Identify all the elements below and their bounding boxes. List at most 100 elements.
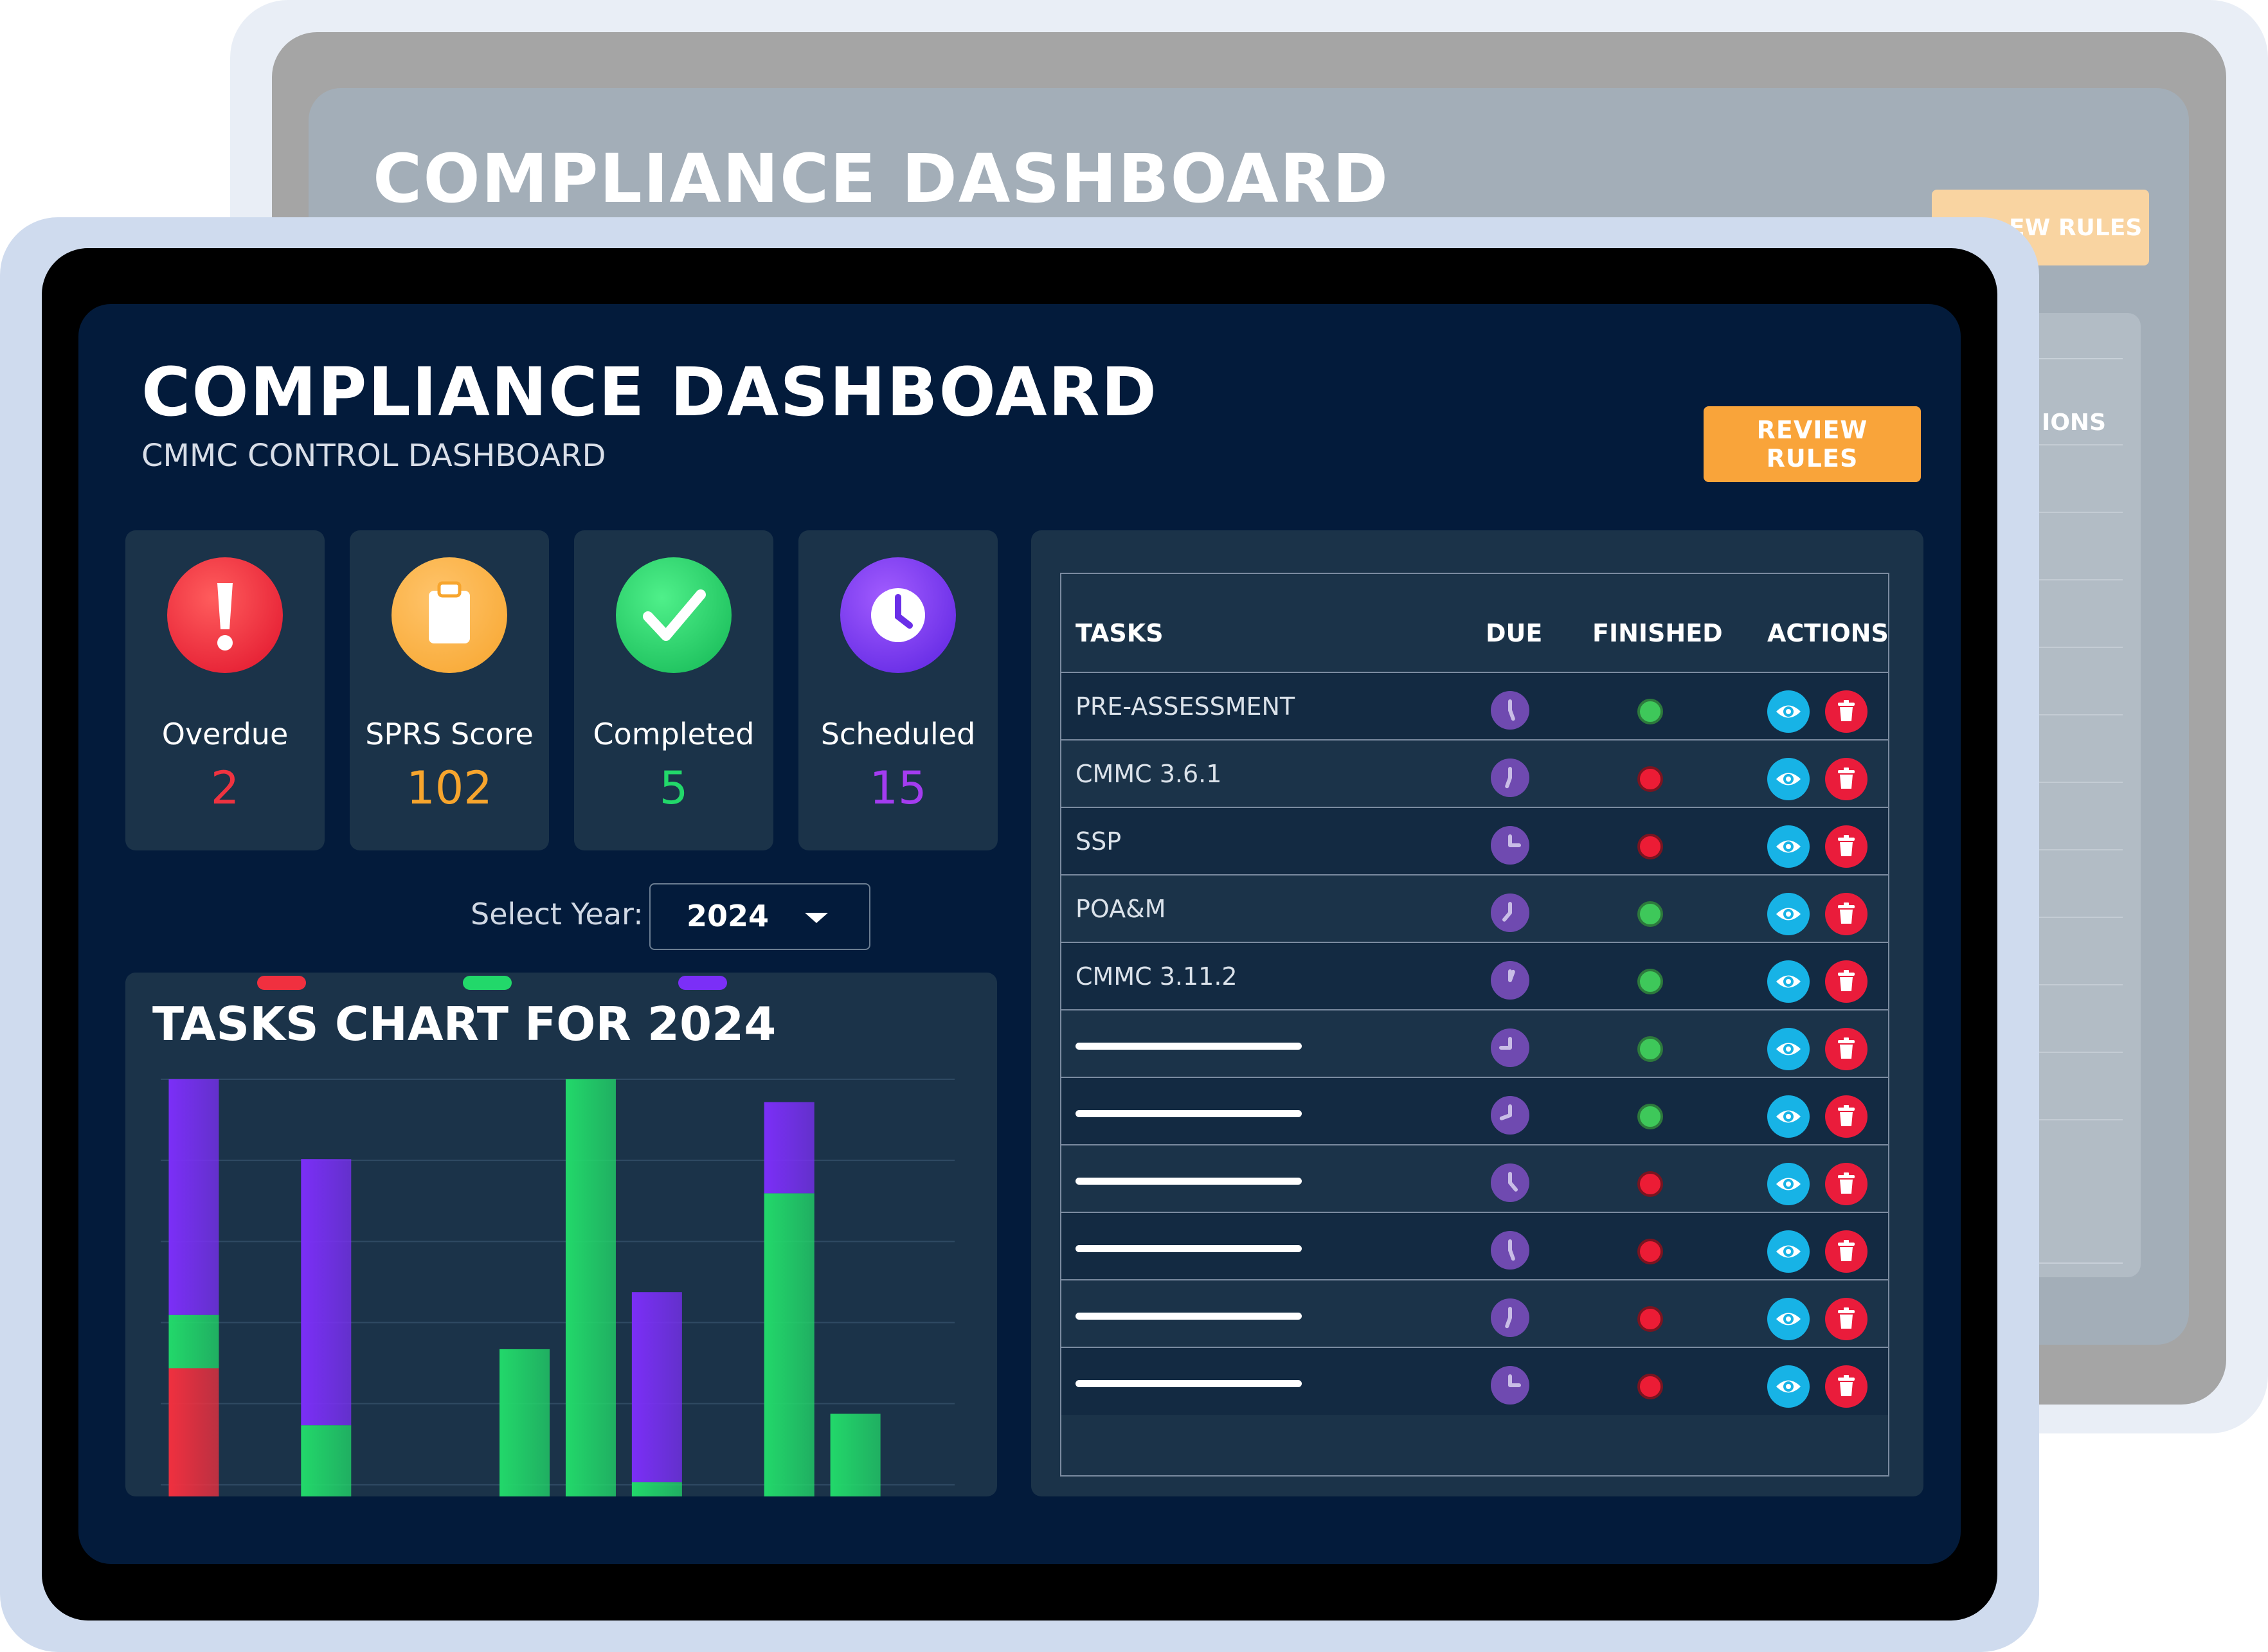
legend-swatch-completed (463, 976, 512, 990)
trash-icon[interactable] (1825, 1028, 1868, 1070)
task-name-placeholder (1076, 1245, 1302, 1252)
stat-card-completed: Completed 5 (574, 530, 773, 850)
eye-icon[interactable] (1767, 1298, 1810, 1340)
chart-bar-completed-nov (830, 1414, 881, 1496)
eye-icon[interactable] (1767, 1163, 1810, 1205)
table-row (1061, 1077, 1888, 1145)
review-rules-button[interactable]: REVIEW RULES (1704, 406, 1921, 482)
table-row (1061, 1009, 1888, 1077)
stat-label: Overdue (161, 717, 289, 751)
eye-icon[interactable] (1767, 825, 1810, 868)
stat-value: 2 (210, 762, 240, 814)
page-subtitle: CMMC CONTROL DASHBOARD (141, 438, 606, 474)
status-unfinished-indicator (1637, 834, 1663, 859)
stat-label: SPRS Score (365, 717, 534, 751)
stat-value: 102 (406, 762, 492, 814)
task-name: POA&M (1076, 895, 1166, 923)
chart-title: TASKS CHART FOR 2024 (152, 997, 777, 1051)
chart-bar-completed-jan (168, 1315, 219, 1369)
task-name-placeholder (1076, 1380, 1302, 1387)
select-year-label: Select Year: (471, 897, 644, 931)
clock-icon (1491, 759, 1529, 797)
clock-icon (1491, 893, 1529, 932)
trash-icon[interactable] (1825, 1230, 1868, 1273)
tasks-chart: JanFebMarAprMayJunJulAugSepOctNovDec (161, 976, 955, 1496)
trash-icon[interactable] (1825, 1365, 1868, 1408)
background-actions-header: IONS (2041, 409, 2106, 436)
status-unfinished-indicator (1637, 1239, 1663, 1264)
table-row: SSP (1061, 807, 1888, 875)
page-title: COMPLIANCE DASHBOARD (141, 353, 1158, 431)
clock-icon (1491, 1028, 1529, 1067)
stat-label: Scheduled (820, 717, 976, 751)
table-row (1061, 1279, 1888, 1347)
chart-bar-scheduled-mar (301, 1159, 352, 1426)
tasks-chart-panel: TASKS CHART FOR 2024 JanFebMarAprMayJunJ… (125, 973, 997, 1496)
stat-value: 5 (659, 762, 688, 814)
eye-icon[interactable] (1767, 1365, 1810, 1408)
stat-label: Completed (593, 717, 755, 751)
task-name: SSP (1076, 827, 1122, 856)
checkmark-icon (616, 557, 732, 673)
legend-swatch-scheduled (678, 976, 727, 990)
stat-value: 15 (869, 762, 927, 814)
table-row (1061, 1212, 1888, 1280)
trash-icon[interactable] (1825, 690, 1868, 733)
status-finished-indicator (1637, 1104, 1663, 1129)
trash-icon[interactable] (1825, 893, 1868, 935)
chart-bar-completed-aug (631, 1482, 682, 1496)
clipboard-icon (392, 557, 507, 673)
task-name: CMMC 3.6.1 (1076, 760, 1222, 788)
exclamation-icon (167, 557, 283, 673)
chart-bar-completed-jul (565, 1079, 616, 1496)
status-unfinished-indicator (1637, 1171, 1663, 1197)
eye-icon[interactable] (1767, 960, 1810, 1003)
table-row (1061, 1347, 1888, 1415)
eye-icon[interactable] (1767, 1230, 1810, 1273)
eye-icon[interactable] (1767, 1028, 1810, 1070)
clock-icon (1491, 1096, 1529, 1135)
status-unfinished-indicator (1637, 1374, 1663, 1399)
table-row: CMMC 3.6.1 (1061, 739, 1888, 807)
status-finished-indicator (1637, 699, 1663, 724)
trash-icon[interactable] (1825, 825, 1868, 868)
stat-card-sprs-score: SPRS Score 102 (350, 530, 549, 850)
task-name-placeholder (1076, 1110, 1302, 1117)
trash-icon[interactable] (1825, 960, 1868, 1003)
year-dropdown[interactable]: 2024 (649, 883, 870, 950)
background-review-label: EW RULES (2009, 214, 2143, 241)
clock-icon (1491, 691, 1529, 730)
eye-icon[interactable] (1767, 893, 1810, 935)
eye-icon[interactable] (1767, 690, 1810, 733)
legend-swatch-overdue (257, 976, 306, 990)
task-name-placeholder (1076, 1178, 1302, 1185)
column-header-actions: ACTIONS (1767, 619, 1889, 647)
clock-icon (1491, 961, 1529, 1000)
status-finished-indicator (1637, 901, 1663, 927)
clock-icon (1491, 1231, 1529, 1270)
chart-bar-completed-mar (301, 1425, 352, 1496)
status-unfinished-indicator (1637, 766, 1663, 792)
clock-icon (840, 557, 956, 673)
eye-icon[interactable] (1767, 758, 1810, 800)
eye-icon[interactable] (1767, 1095, 1810, 1138)
table-row: PRE-ASSESSMENT (1061, 672, 1888, 740)
trash-icon[interactable] (1825, 1163, 1868, 1205)
tasks-table-panel: TASKS DUE FINISHED ACTIONS PRE-ASSESSMEN… (1031, 530, 1923, 1496)
background-dashboard-title: COMPLIANCE DASHBOARD (373, 139, 1390, 218)
table-row: CMMC 3.11.2 (1061, 942, 1888, 1010)
stat-card-overdue: Overdue 2 (125, 530, 325, 850)
clock-icon (1491, 1298, 1529, 1337)
chart-bar-completed-oct (764, 1193, 815, 1496)
table-row (1061, 1144, 1888, 1212)
task-name: CMMC 3.11.2 (1076, 962, 1238, 991)
chart-bar-overdue-jan (168, 1368, 219, 1496)
table-row: POA&M (1061, 874, 1888, 942)
dashboard-screen: COMPLIANCE DASHBOARD CMMC CONTROL DASHBO… (78, 304, 1961, 1564)
trash-icon[interactable] (1825, 758, 1868, 800)
tasks-table: TASKS DUE FINISHED ACTIONS PRE-ASSESSMEN… (1060, 573, 1889, 1477)
task-name-placeholder (1076, 1043, 1302, 1050)
task-name: PRE-ASSESSMENT (1076, 692, 1295, 721)
trash-icon[interactable] (1825, 1298, 1868, 1340)
trash-icon[interactable] (1825, 1095, 1868, 1138)
